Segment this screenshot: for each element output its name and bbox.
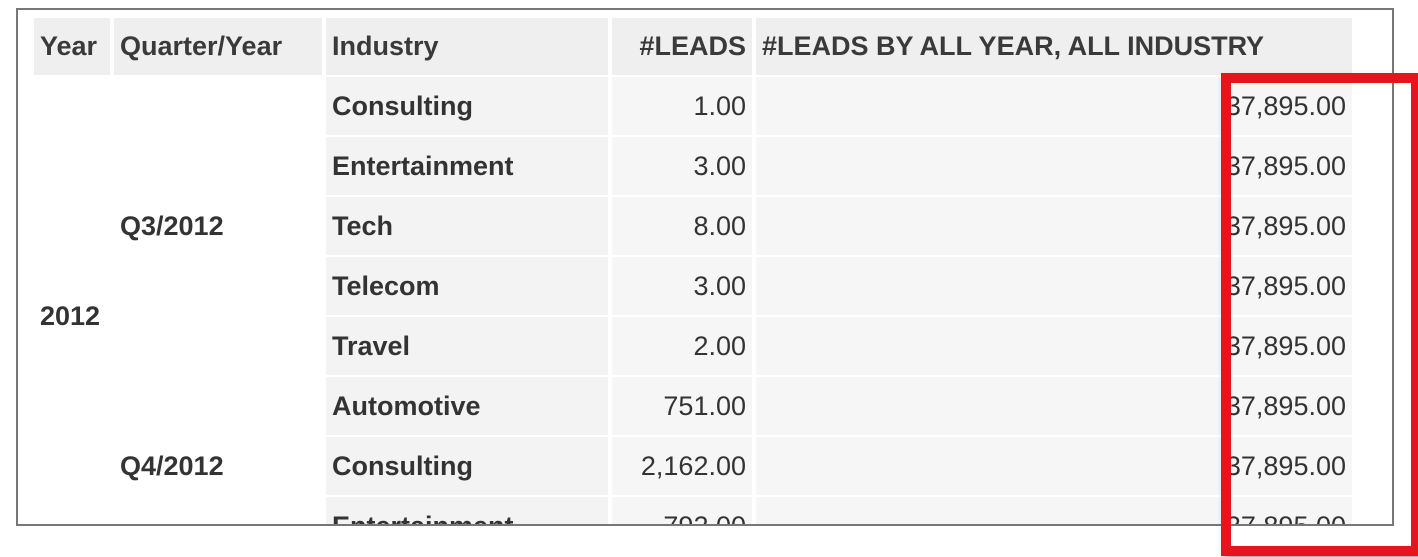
table-row: 2012 Q3/2012 Consulting 1.00 37,895.00 [34, 77, 1352, 331]
industry-cell: Automotive [326, 377, 608, 435]
header-leads-all-year-all-industry[interactable]: #LEADS BY ALL YEAR, ALL INDUSTRY [756, 18, 1352, 75]
table-row: Telecom 3.00 37,895.00 [34, 257, 1352, 315]
header-industry[interactable]: Industry [326, 18, 608, 75]
leads-total-cell: 37,895.00 [756, 137, 1352, 195]
leads-total-cell: 37,895.00 [756, 77, 1352, 135]
leads-total-cell: 37,895.00 [756, 497, 1352, 524]
quarter-cell: Q4/2012 [120, 450, 224, 481]
leads-cell: 2,162.00 [612, 437, 752, 495]
pivot-table: Year Quarter/Year Industry #LEADS #LEADS… [30, 16, 1356, 524]
table-row: Tech 8.00 37,895.00 [34, 197, 1352, 255]
pivot-table-frame: Year Quarter/Year Industry #LEADS #LEADS… [16, 8, 1394, 526]
leads-cell: 751.00 [612, 377, 752, 435]
leads-cell: 8.00 [612, 197, 752, 255]
leads-total-cell: 37,895.00 [756, 377, 1352, 435]
industry-cell: Consulting [326, 77, 608, 135]
leads-cell: 792.00 [612, 497, 752, 524]
header-quarter-year[interactable]: Quarter/Year [114, 18, 322, 75]
industry-cell: Travel [326, 317, 608, 375]
header-row: Year Quarter/Year Industry #LEADS #LEADS… [34, 18, 1352, 75]
table-row: Entertainment 792.00 37,895.00 [34, 497, 1352, 524]
industry-cell: Telecom [326, 257, 608, 315]
table-row: Q4/2012 Automotive 751.00 37,895.00 [34, 377, 1352, 481]
table-row: Consulting 2,162.00 37,895.00 [34, 437, 1352, 495]
leads-total-cell: 37,895.00 [756, 317, 1352, 375]
leads-total-cell: 37,895.00 [756, 437, 1352, 495]
industry-cell: Consulting [326, 437, 608, 495]
table-row: Travel 2.00 37,895.00 [34, 317, 1352, 375]
leads-total-cell: 37,895.00 [756, 257, 1352, 315]
industry-cell: Tech [326, 197, 608, 255]
industry-cell: Entertainment [326, 137, 608, 195]
quarter-cell: Q3/2012 [120, 210, 224, 241]
table-row: Entertainment 3.00 37,895.00 [34, 137, 1352, 195]
header-leads[interactable]: #LEADS [612, 18, 752, 75]
header-year[interactable]: Year [34, 18, 110, 75]
leads-total-cell: 37,895.00 [756, 197, 1352, 255]
leads-cell: 3.00 [612, 137, 752, 195]
industry-cell: Entertainment [326, 497, 608, 524]
leads-cell: 1.00 [612, 77, 752, 135]
leads-cell: 3.00 [612, 257, 752, 315]
year-cell: 2012 [40, 300, 101, 331]
leads-cell: 2.00 [612, 317, 752, 375]
